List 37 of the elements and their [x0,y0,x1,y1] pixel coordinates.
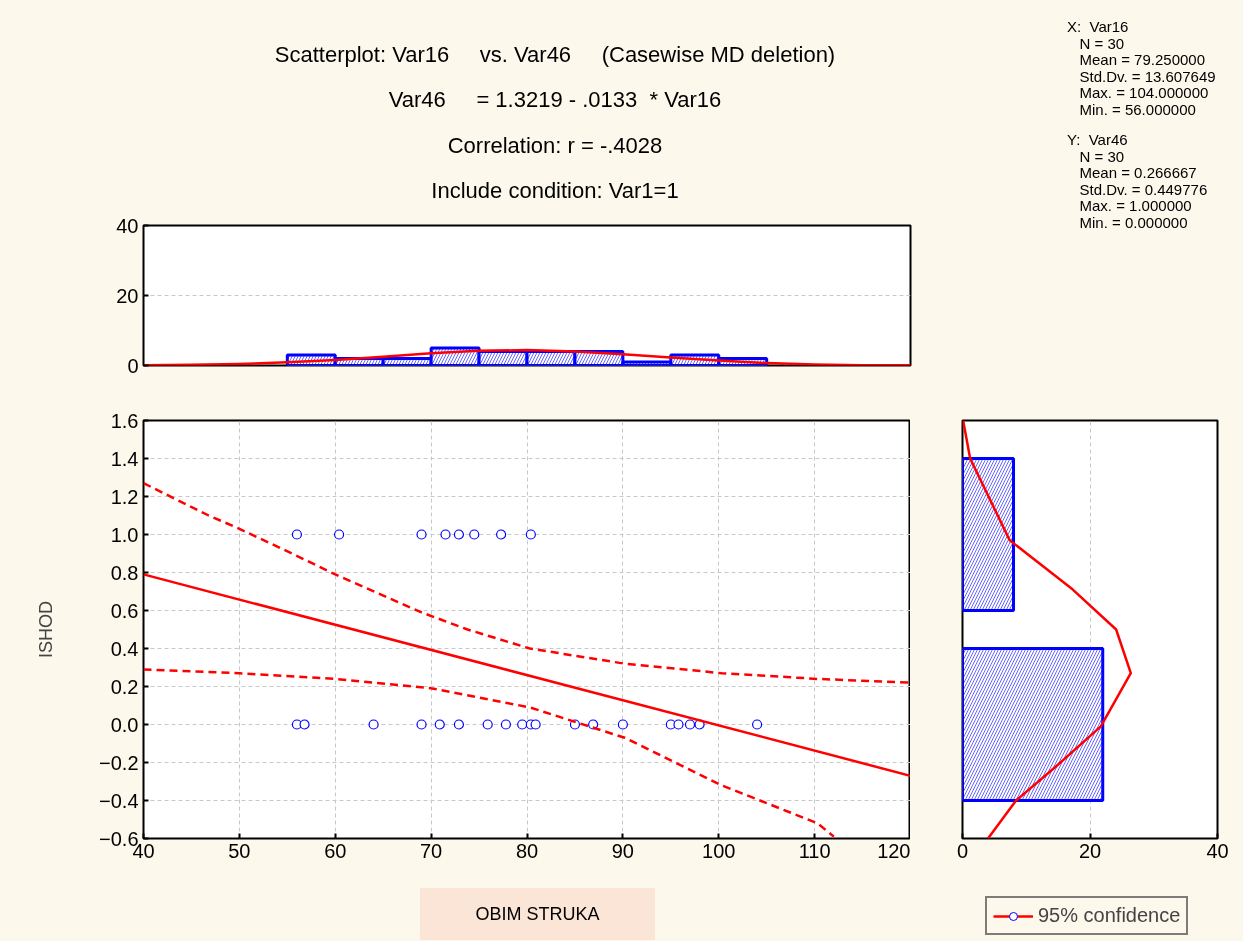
x-tick-label: 60 [324,839,347,862]
y-axis-title: ISHOD [36,600,57,658]
x-tick-label: 90 [611,839,634,862]
y-tick-label: 1.6 [110,409,139,432]
chart-title: Scatterplot: Var16 vs. Var46 (Casewise MD deletion) [274,41,836,69]
y-tick-label: 0.6 [110,599,139,622]
y-tick-label: 1.0 [110,523,139,546]
line-series [143,668,836,838]
text: X: Var16 N = 30 Mean = 79.250000 Std.Dv. = 13.607649 Max. = 104.000000 Min. = 56.000000 [1067,18,1216,118]
x-tick-label: 40 [1206,839,1229,862]
y-tick-label: 40 [116,214,139,237]
y-tick-label: −0.4 [99,789,139,812]
y-tick-label: 0.0 [110,713,139,736]
y-tick-label: 1.4 [110,447,139,470]
x-tick-label: 70 [420,839,443,862]
y-tick-label: 20 [116,284,139,307]
text: Correlation: r = -.4028 [446,131,664,160]
line-series [143,481,910,684]
x-tick-label: 110 [798,839,831,862]
x-axis-title: OBIM STRUKA [475,903,600,926]
y-tick-label: 0.4 [110,637,139,660]
x-tick-label: 100 [702,839,736,862]
x-tick-label: 80 [515,839,539,862]
text: Y: Var46 N = 30 Mean = 0.266667 Std.Dv. = 0.449776 Max. = 1.000000 Min. = 0.000000 [1067,131,1209,231]
x-tick-label: 20 [1078,839,1102,862]
text: Include condition: Var1=1 [430,177,680,206]
y-tick-label: 0 [127,354,139,377]
y-tick-label: 0.2 [110,675,139,698]
x-tick-label: 50 [228,839,251,862]
x-tick-label: 120 [877,839,911,862]
line-series [143,348,911,366]
x-tick-label: 0 [956,839,969,862]
chart-subtitle: Var46 = 1.3219 - .0133 * Var16 [387,86,723,115]
y-tick-label: 1.2 [110,485,139,508]
y-tick-label: −0.2 [99,751,139,774]
legend-label: 95% confidence [1038,904,1181,927]
y-tick-label: 0.8 [110,561,139,584]
